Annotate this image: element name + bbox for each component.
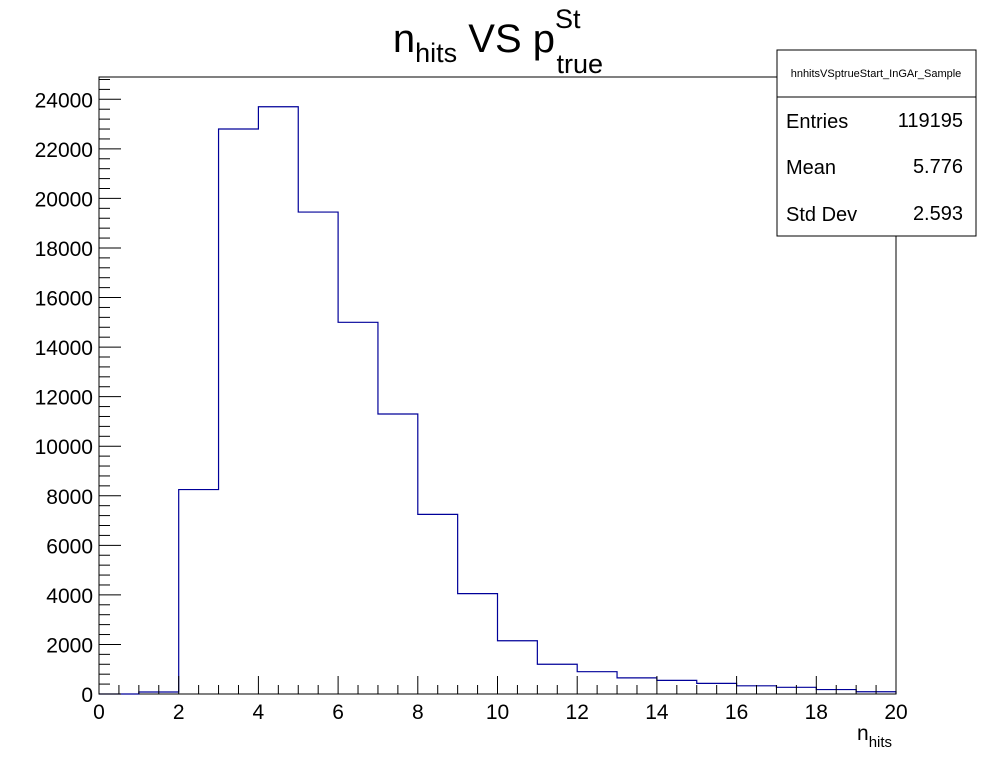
y-axis-tick-labels: 0 2000 4000 6000 8000 10000 12000 14000 16000 180…: [35, 89, 93, 707]
histogram-bar: [219, 129, 259, 694]
histogram-bar: [179, 490, 219, 694]
stats-stddev-label: Std Dev: [786, 204, 857, 226]
title-subscript: true: [557, 49, 604, 79]
y-tick-label: 22000: [35, 139, 93, 162]
title-superscript: St: [555, 4, 581, 34]
histogram-bar: [298, 212, 338, 694]
chart-title: nhits VS pSt true: [393, 4, 603, 79]
histogram-bar: [338, 322, 378, 694]
stats-entries-label: Entries: [786, 111, 848, 133]
histogram-bar: [458, 594, 498, 694]
y-tick-label: 0: [81, 684, 93, 707]
histogram-outline: [99, 106, 897, 695]
x-axis-title-subscript: hits: [869, 734, 892, 751]
histogram-bar: [418, 514, 458, 694]
y-tick-label: 2000: [46, 634, 93, 657]
stats-entries-value: 119195: [898, 110, 963, 132]
x-axis-tick-labels: 0 2 4 6 8 10 12 14 16 18 20: [93, 701, 908, 724]
x-tick-label: 8: [412, 701, 424, 724]
y-tick-label: 18000: [35, 238, 93, 261]
x-axis-title-base: n: [857, 722, 869, 745]
x-tick-label: 20: [884, 701, 907, 724]
x-axis-ticks: [98, 676, 897, 694]
y-tick-label: 6000: [46, 535, 93, 558]
x-tick-label: 18: [805, 701, 828, 724]
y-axis-ticks: [99, 78, 121, 695]
y-tick-label: 12000: [35, 387, 93, 410]
y-tick-label: 24000: [35, 89, 93, 112]
y-tick-label: 10000: [35, 436, 93, 459]
y-tick-label: 4000: [46, 585, 93, 608]
stats-mean-value: 5.776: [913, 156, 963, 178]
x-tick-label: 0: [93, 701, 105, 724]
stats-mean-label: Mean: [786, 157, 836, 179]
y-tick-label: 14000: [35, 337, 93, 360]
x-tick-label: 10: [486, 701, 509, 724]
title-middle: VS p: [457, 17, 555, 61]
x-tick-label: 4: [253, 701, 265, 724]
x-axis-title: nhits: [857, 722, 892, 751]
histogram-bar: [258, 107, 298, 694]
x-tick-label: 12: [566, 701, 589, 724]
x-tick-label: 6: [332, 701, 344, 724]
y-tick-label: 20000: [35, 188, 93, 211]
y-tick-label: 8000: [46, 486, 93, 509]
x-tick-label: 2: [173, 701, 185, 724]
stats-box-frame: [776, 49, 977, 237]
title-base: n: [393, 17, 415, 61]
x-tick-label: 14: [645, 701, 669, 724]
y-tick-label: 16000: [35, 288, 93, 311]
stats-box: hnhitsVSptrueStart_InGAr_Sample Entries …: [776, 49, 977, 237]
title-base-subscript: hits: [415, 38, 457, 68]
stats-box-name: hnhitsVSptrueStart_InGAr_Sample: [791, 68, 962, 80]
histogram-bar: [378, 414, 418, 694]
x-tick-label: 16: [725, 701, 748, 724]
stats-stddev-value: 2.593: [913, 203, 963, 225]
